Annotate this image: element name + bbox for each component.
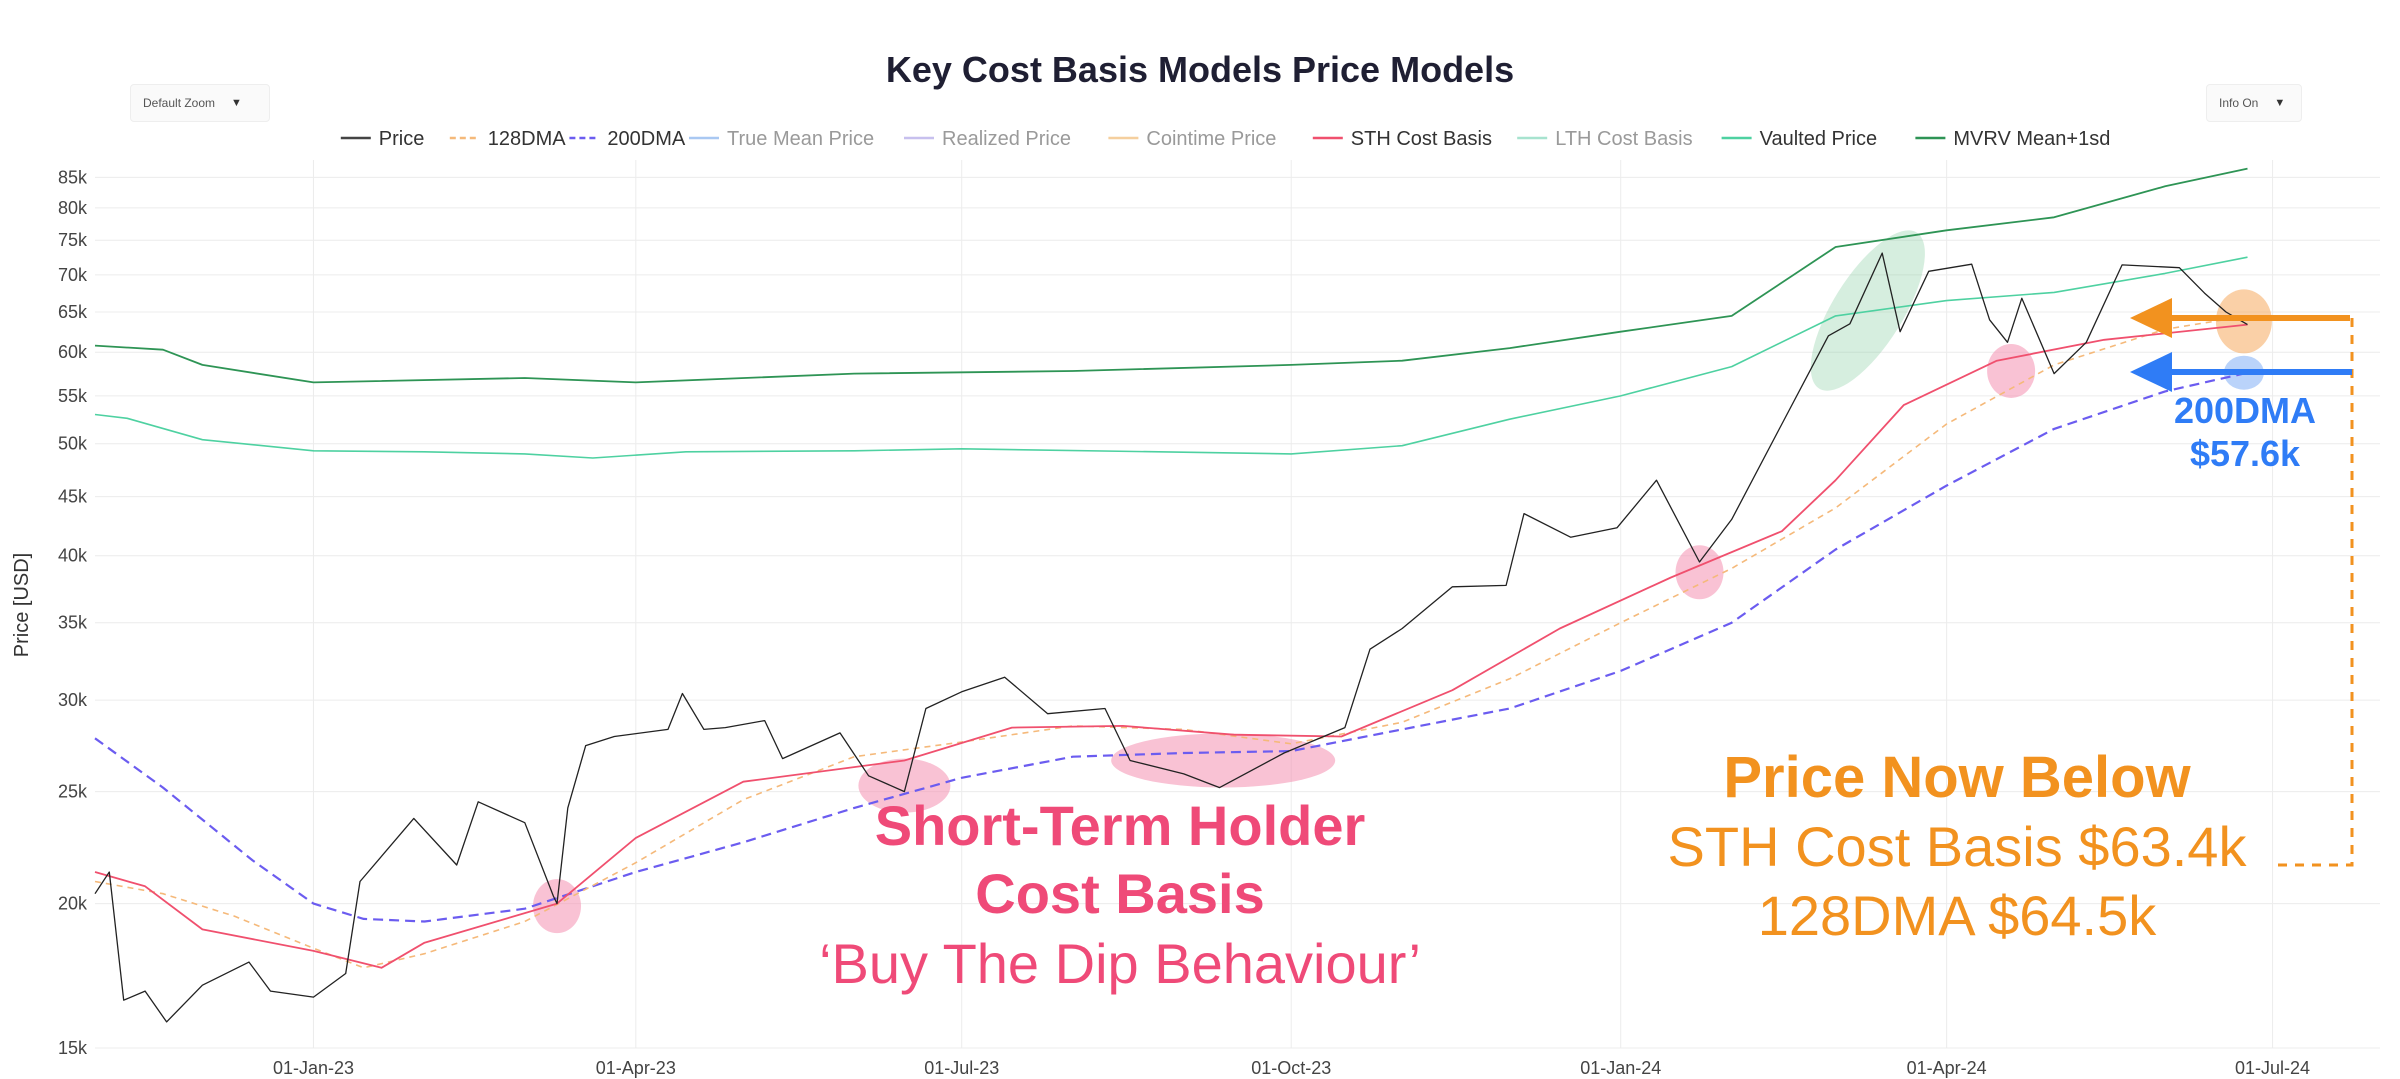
series-line-vaulted [94,256,2248,459]
legend-item[interactable]: Realized Price [904,128,1071,150]
x-tick-label: 01-Apr-24 [1907,1058,1987,1078]
legend-item[interactable]: 200DMA [569,128,686,150]
x-tick-label: 01-Jul-24 [2235,1058,2310,1078]
legend-label: Cointime Price [1146,128,1276,150]
y-tick-label: 20k [58,894,88,914]
legend-label: True Mean Price [727,128,874,150]
highlight-circles [533,230,2272,934]
pink-highlight-circle [533,879,582,934]
legend-item[interactable]: Cointime Price [1108,128,1276,150]
chevron-down-icon: ▼ [2274,97,2286,109]
pink-highlight-circle [858,758,951,813]
orange-highlight-circle [2215,289,2272,354]
y-tick-label: 65k [58,302,88,322]
legend-label: 200DMA [607,128,685,150]
x-tick-label: 01-Jan-23 [273,1058,354,1078]
legend-label: Price [379,128,425,150]
dma200-annotation-label: 200DMA [2174,390,2316,431]
y-tick-label: 30k [58,690,88,710]
y-tick-label: 60k [58,342,88,362]
legend-label: MVRV Mean+1sd [1953,128,2110,150]
series-line-sth [94,323,2248,969]
legend-label: Vaulted Price [1760,128,1877,150]
legend-item[interactable]: Price [340,128,425,150]
below-annotation-line-1: STH Cost Basis $63.4k [1668,815,2248,878]
blue-arrow-head-icon [2130,352,2172,392]
pink-highlight-circle [1675,545,1724,600]
legend-item[interactable]: LTH Cost Basis [1517,128,1693,150]
y-tick-label: 80k [58,198,88,218]
pink-highlight-circle [1111,733,1336,788]
legend-label: Realized Price [942,128,1071,150]
y-tick-label: 35k [58,613,88,633]
sth-annotation-title-1: Short-Term Holder [875,794,1366,857]
y-tick-label: 75k [58,230,88,250]
legend-item[interactable]: True Mean Price [689,128,874,150]
zoom-dropdown-label: Default Zoom [143,96,216,110]
y-tick-label: 55k [58,386,88,406]
chart-title: Key Cost Basis Models Price Models [886,49,1514,90]
legend-label: 128DMA [488,128,566,150]
y-tick-label: 50k [58,434,88,454]
below-annotation-line-2: 128DMA $64.5k [1758,884,2157,947]
y-tick-label: 15k [58,1038,88,1058]
y-tick-label: 85k [58,167,88,187]
y-axis-label: Price [USD] [11,553,33,657]
y-tick-label: 25k [58,782,88,802]
info-dropdown[interactable]: Info On ▼ [2206,84,2302,122]
sth-annotation-title-2: Cost Basis [975,862,1264,925]
below-annotation-title: Price Now Below [1723,745,2191,810]
dma200-annotation-value: $57.6k [2190,433,2301,474]
legend-label: LTH Cost Basis [1555,128,1692,150]
zoom-dropdown[interactable]: Default Zoom ▼ [130,84,270,122]
x-tick-label: 01-Oct-23 [1251,1058,1331,1078]
y-tick-label: 40k [58,546,88,566]
legend-item[interactable]: Vaulted Price [1721,128,1877,150]
annotations: Short-Term Holder Cost Basis ‘Buy The Di… [819,298,2354,995]
grid-lines [95,160,2380,1049]
chart-legend: Price 128DMA 200DMA True Mean Price Realized… [340,128,2110,150]
x-tick-label: 01-Jul-23 [924,1058,999,1078]
orange-arrow-head-icon [2130,298,2172,338]
green-highlight-circle [1810,230,1925,391]
chevron-down-icon: ▼ [231,97,242,109]
x-tick-label: 01-Apr-23 [596,1058,676,1078]
series-lines [94,167,2248,1023]
legend-label: STH Cost Basis [1351,128,1492,150]
legend-item[interactable]: STH Cost Basis [1312,128,1492,150]
info-dropdown-label: Info On [2219,96,2259,110]
series-line-dma128 [94,315,2248,969]
y-tick-label: 70k [58,265,88,285]
legend-item[interactable]: MVRV Mean+1sd [1915,128,2110,150]
series-line-dma200 [94,371,2248,923]
pink-highlight-circle [1987,343,2036,398]
y-tick-label: 45k [58,487,88,507]
legend-item[interactable]: 128DMA [449,128,566,150]
series-line-price [94,252,2248,1023]
axes: 15k 20k 25k 30k 35k 40k 45k 50k 55k 60k 65k 70k 75k 8… [58,167,2310,1078]
series-line-mvrv [94,167,2248,384]
sth-annotation-subtitle: ‘Buy The Dip Behaviour’ [819,932,1421,995]
orange-dashed-connector [2270,318,2354,867]
x-tick-label: 01-Jan-24 [1580,1058,1661,1078]
